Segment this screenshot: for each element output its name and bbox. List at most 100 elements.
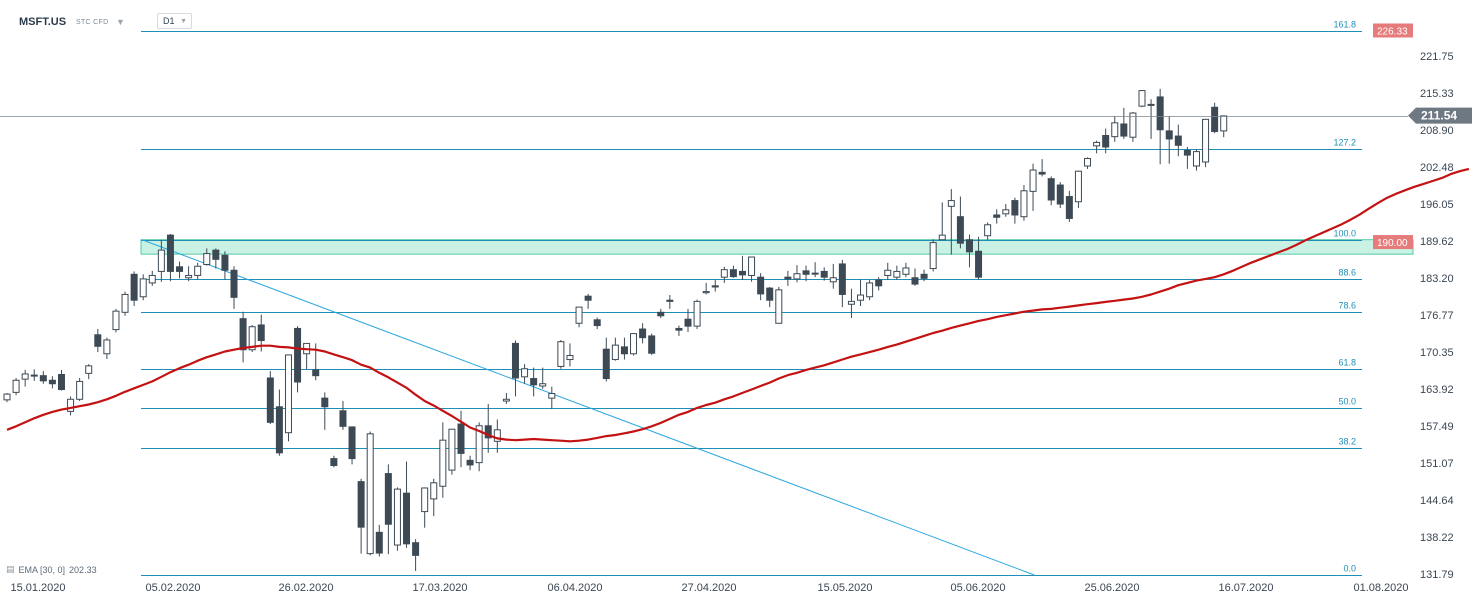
- candle-body: [838, 263, 846, 295]
- fib-label-2: 100.0: [1333, 229, 1356, 239]
- candle-body: [511, 342, 519, 379]
- candle-body: [738, 270, 746, 276]
- y-tick-label: 189.62: [1420, 236, 1454, 248]
- candle: [3, 392, 11, 403]
- candle-body: [875, 279, 883, 287]
- candle: [993, 209, 1001, 224]
- candle: [702, 282, 710, 295]
- candle: [1065, 190, 1073, 222]
- candle: [666, 295, 674, 309]
- candle-body: [847, 300, 855, 305]
- candle: [539, 367, 547, 389]
- candle-body: [421, 487, 429, 513]
- indicator-icon: ▤: [6, 564, 15, 574]
- candle: [166, 233, 174, 282]
- trendline: [141, 239, 1035, 576]
- x-tick-label: 06.04.2020: [547, 582, 602, 594]
- candle-body: [384, 473, 392, 525]
- candle: [847, 288, 855, 319]
- candle-body: [1020, 190, 1028, 218]
- candle-body: [893, 270, 901, 278]
- candle-body: [575, 306, 583, 324]
- x-tick-label: 05.02.2020: [145, 582, 200, 594]
- candle-body: [266, 377, 274, 423]
- fib-label-5: 61.8: [1338, 358, 1356, 368]
- candle: [757, 273, 765, 301]
- candle-body: [902, 267, 910, 275]
- timeframe-value: D1: [163, 16, 175, 26]
- indicator-legend[interactable]: ▤ EMA [30, 0] 202.33: [6, 564, 97, 575]
- timeframe-select[interactable]: D1 ▼: [157, 13, 192, 29]
- candle: [584, 293, 592, 309]
- candle-body: [1165, 130, 1173, 140]
- candle-body: [866, 282, 874, 298]
- candle: [239, 311, 247, 363]
- candle: [1165, 115, 1173, 164]
- fib-price-badge: [1373, 23, 1413, 38]
- candle: [1029, 163, 1037, 211]
- candle: [639, 323, 647, 344]
- candle: [139, 274, 147, 301]
- y-tick-label: 157.49: [1420, 421, 1454, 433]
- candle: [720, 266, 728, 283]
- candle: [1002, 204, 1010, 217]
- symbol-dropdown-icon[interactable]: ▼: [116, 17, 125, 27]
- candle: [185, 266, 193, 282]
- candle-body: [148, 274, 156, 284]
- candle: [938, 202, 946, 241]
- candle: [94, 329, 102, 353]
- candle-body: [766, 287, 774, 301]
- candle-body: [312, 369, 320, 377]
- candle: [866, 280, 874, 301]
- ema-label: EMA [30, 0]: [18, 564, 66, 575]
- candle-body: [620, 346, 628, 355]
- candle-body: [1047, 178, 1055, 201]
- candle-body: [702, 291, 710, 294]
- candle: [648, 333, 656, 355]
- candle: [412, 539, 420, 571]
- candle: [947, 189, 955, 255]
- symbol-label[interactable]: MSFT.US: [19, 16, 67, 28]
- candle: [230, 266, 238, 309]
- x-tick-label: 15.05.2020: [817, 582, 872, 594]
- candle-body: [748, 256, 756, 276]
- candle: [67, 396, 75, 416]
- candle-body: [965, 239, 973, 253]
- candle-body: [1056, 184, 1064, 205]
- candle-body: [176, 266, 184, 272]
- candle: [956, 196, 964, 249]
- candle: [748, 256, 756, 282]
- candle-body: [530, 378, 538, 386]
- candle: [212, 248, 220, 269]
- candle: [1120, 107, 1128, 139]
- candle-body: [1174, 135, 1182, 146]
- candle-body: [993, 214, 1001, 218]
- candle: [630, 333, 638, 356]
- candle-body: [1129, 112, 1137, 138]
- candle: [1056, 182, 1064, 209]
- y-tick-label: 202.48: [1420, 162, 1454, 174]
- candle-body: [811, 272, 819, 275]
- fib-label-6: 50.0: [1338, 397, 1356, 407]
- candle-body: [1211, 106, 1219, 132]
- x-tick-label: 27.04.2020: [681, 582, 736, 594]
- candle-body: [248, 326, 256, 351]
- candle: [130, 271, 138, 306]
- candle-body: [802, 270, 810, 275]
- ema-value: 202.33: [69, 564, 97, 575]
- candle: [294, 326, 302, 393]
- candle: [1011, 197, 1019, 224]
- candle: [448, 428, 456, 475]
- candle-body: [775, 289, 783, 324]
- candle-body: [657, 311, 665, 317]
- candle: [430, 478, 438, 517]
- candle: [12, 377, 20, 396]
- candle-body: [48, 379, 56, 385]
- candle: [857, 279, 865, 306]
- candle: [39, 371, 47, 384]
- candle-body: [185, 274, 193, 279]
- candle-body: [94, 334, 102, 347]
- candle-body: [820, 270, 828, 278]
- candle: [421, 487, 429, 528]
